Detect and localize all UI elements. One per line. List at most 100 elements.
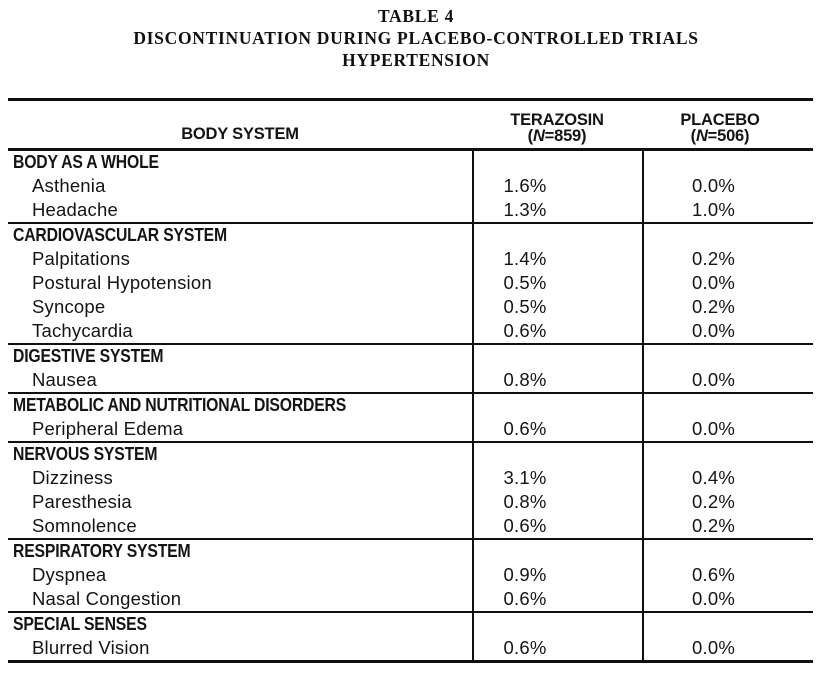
discontinuation-table: BODY SYSTEM TERAZOSIN (N=859) PLACEBO (N… — [8, 98, 813, 663]
table-section: METABOLIC AND NUTRITIONAL DISORDERS Perip… — [8, 392, 813, 441]
adverse-event-cell: Paresthesia — [32, 491, 132, 512]
section-header-row: BODY AS A WHOLE — [8, 151, 813, 174]
section-name-label: DIGESTIVE SYSTEM — [13, 346, 164, 366]
terazosin-value-cell: 0.9% — [472, 563, 642, 587]
adverse-event-cell: Tachycardia — [32, 320, 133, 341]
section-name-cell: NERVOUS SYSTEM — [8, 443, 472, 466]
section-name-cell: METABOLIC AND NUTRITIONAL DISORDERS — [8, 394, 472, 417]
placebo-n-count: (N=506) — [690, 127, 750, 145]
section-header-row: SPECIAL SENSES — [8, 613, 813, 636]
placebo-value-cell: 0.6% — [642, 563, 813, 587]
section-name-label: SPECIAL SENSES — [13, 614, 147, 634]
terazosin-empty-cell — [472, 345, 642, 368]
section-name-cell: RESPIRATORY SYSTEM — [8, 540, 472, 563]
table-section: RESPIRATORY SYSTEM Dyspnea 0.9% 0.6% Nasal C… — [8, 538, 813, 611]
placebo-empty-cell — [642, 345, 813, 368]
terazosin-column-header: TERAZOSIN (N=859) — [472, 112, 642, 148]
table-row: Syncope 0.5% 0.2% — [8, 295, 813, 319]
section-name-label: RESPIRATORY SYSTEM — [13, 541, 191, 561]
terazosin-empty-cell — [472, 613, 642, 636]
placebo-value-cell: 0.2% — [642, 295, 813, 319]
terazosin-value-cell: 0.5% — [472, 271, 642, 295]
placebo-value-cell: 0.0% — [642, 174, 813, 198]
table-row: Postural Hypotension 0.5% 0.0% — [8, 271, 813, 295]
terazosin-value-cell: 0.6% — [472, 636, 642, 660]
terazosin-header-label: TERAZOSIN — [510, 111, 604, 129]
section-header-row: NERVOUS SYSTEM — [8, 443, 813, 466]
placebo-empty-cell — [642, 151, 813, 174]
placebo-empty-cell — [642, 443, 813, 466]
placebo-value-cell: 0.0% — [642, 368, 813, 392]
table-number: TABLE 4 — [377, 6, 455, 26]
table-row: Paresthesia 0.8% 0.2% — [8, 490, 813, 514]
placebo-value-cell: 0.2% — [642, 247, 813, 271]
table-row: Asthenia 1.6% 0.0% — [8, 174, 813, 198]
section-name-label: CARDIOVASCULAR SYSTEM — [13, 225, 227, 245]
placebo-value-cell: 1.0% — [642, 198, 813, 222]
table-section: BODY AS A WHOLE Asthenia 1.6% 0.0% Headache 1… — [8, 151, 813, 222]
placebo-value-cell: 0.0% — [642, 587, 813, 611]
table-row: Nausea 0.8% 0.0% — [8, 368, 813, 392]
placebo-header-label: PLACEBO — [680, 111, 760, 129]
section-header-row: RESPIRATORY SYSTEM — [8, 540, 813, 563]
placebo-value-cell: 0.2% — [642, 490, 813, 514]
placebo-empty-cell — [642, 394, 813, 417]
terazosin-value-cell: 1.4% — [472, 247, 642, 271]
table-row: Palpitations 1.4% 0.2% — [8, 247, 813, 271]
terazosin-empty-cell — [472, 151, 642, 174]
table-row: Headache 1.3% 1.0% — [8, 198, 813, 222]
adverse-event-cell: Palpitations — [32, 248, 131, 269]
table-row: Peripheral Edema 0.6% 0.0% — [8, 417, 813, 441]
adverse-event-cell: Peripheral Edema — [32, 418, 184, 439]
terazosin-value-cell: 0.6% — [472, 319, 642, 343]
placebo-value-cell: 0.2% — [642, 514, 813, 538]
body-system-header-label: BODY SYSTEM — [181, 125, 299, 143]
table-section: DIGESTIVE SYSTEM Nausea 0.8% 0.0% — [8, 343, 813, 392]
terazosin-empty-cell — [472, 540, 642, 563]
table-row: Dizziness 3.1% 0.4% — [8, 466, 813, 490]
adverse-event-cell: Syncope — [32, 296, 106, 317]
adverse-event-cell: Blurred Vision — [32, 637, 150, 658]
section-name-label: NERVOUS SYSTEM — [13, 444, 158, 464]
terazosin-value-cell: 0.8% — [472, 368, 642, 392]
table-row: Tachycardia 0.6% 0.0% — [8, 319, 813, 343]
table-section: CARDIOVASCULAR SYSTEM Palpitations 1.4% 0.2… — [8, 222, 813, 343]
adverse-event-cell: Postural Hypotension — [32, 272, 212, 293]
section-name-cell: DIGESTIVE SYSTEM — [8, 345, 472, 368]
placebo-empty-cell — [642, 613, 813, 636]
placebo-value-cell: 0.0% — [642, 636, 813, 660]
adverse-event-cell: Nausea — [32, 369, 97, 390]
terazosin-empty-cell — [472, 443, 642, 466]
placebo-value-cell: 0.0% — [642, 271, 813, 295]
table-row: Somnolence 0.6% 0.2% — [8, 514, 813, 538]
section-name-label: METABOLIC AND NUTRITIONAL DISORDERS — [13, 395, 347, 415]
terazosin-value-cell: 0.8% — [472, 490, 642, 514]
terazosin-value-cell: 0.6% — [472, 587, 642, 611]
section-name-label: BODY AS A WHOLE — [13, 152, 159, 172]
terazosin-empty-cell — [472, 394, 642, 417]
section-name-cell: BODY AS A WHOLE — [8, 151, 472, 174]
placebo-value-cell: 0.4% — [642, 466, 813, 490]
table-header-row: BODY SYSTEM TERAZOSIN (N=859) PLACEBO (N… — [8, 101, 813, 151]
terazosin-value-cell: 1.3% — [472, 198, 642, 222]
terazosin-value-cell: 3.1% — [472, 466, 642, 490]
adverse-event-cell: Somnolence — [32, 515, 137, 536]
terazosin-value-cell: 0.6% — [472, 417, 642, 441]
section-name-cell: CARDIOVASCULAR SYSTEM — [8, 224, 472, 247]
section-header-row: DIGESTIVE SYSTEM — [8, 345, 813, 368]
terazosin-empty-cell — [472, 224, 642, 247]
terazosin-n-count: (N=859) — [527, 127, 587, 145]
table-body: BODY AS A WHOLE Asthenia 1.6% 0.0% Headache 1… — [8, 151, 813, 660]
table-title-block: TABLE 4 DISCONTINUATION DURING PLACEBO-C… — [0, 5, 832, 71]
table-subtitle: HYPERTENSION — [342, 50, 490, 70]
terazosin-value-cell: 0.5% — [472, 295, 642, 319]
table-row: Nasal Congestion 0.6% 0.0% — [8, 587, 813, 611]
table-title: DISCONTINUATION DURING PLACEBO-CONTROLLE… — [133, 28, 699, 48]
placebo-empty-cell — [642, 540, 813, 563]
body-system-column-header: BODY SYSTEM — [8, 126, 472, 148]
table-section: SPECIAL SENSES Blurred Vision 0.6% 0.0% — [8, 611, 813, 660]
terazosin-value-cell: 0.6% — [472, 514, 642, 538]
section-header-row: CARDIOVASCULAR SYSTEM — [8, 224, 813, 247]
adverse-event-cell: Nasal Congestion — [32, 588, 182, 609]
